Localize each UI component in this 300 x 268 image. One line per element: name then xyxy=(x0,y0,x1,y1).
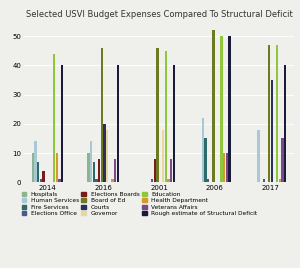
Bar xyxy=(111,179,114,182)
Bar xyxy=(95,179,98,182)
Bar xyxy=(101,48,103,182)
Bar xyxy=(32,153,34,182)
Bar xyxy=(151,179,154,182)
Bar xyxy=(284,65,286,182)
Bar xyxy=(202,118,204,182)
Bar xyxy=(61,65,63,182)
Bar xyxy=(37,162,39,182)
Bar xyxy=(90,141,92,182)
Bar xyxy=(170,159,172,182)
Bar xyxy=(226,153,228,182)
Bar xyxy=(93,162,95,182)
Bar xyxy=(268,45,270,182)
Bar xyxy=(103,124,106,182)
Bar xyxy=(281,138,284,182)
Bar xyxy=(162,130,164,182)
Bar xyxy=(204,138,207,182)
Bar xyxy=(98,159,101,182)
Bar xyxy=(167,179,170,182)
Bar xyxy=(257,130,260,182)
Bar xyxy=(228,36,231,182)
Bar xyxy=(220,36,223,182)
Bar xyxy=(154,159,156,182)
Title: Selected USVI Budget Expenses Compared To Structural Deficit: Selected USVI Budget Expenses Compared T… xyxy=(26,10,292,19)
Bar xyxy=(87,153,90,182)
Bar xyxy=(212,30,214,182)
Bar xyxy=(164,51,167,182)
Bar xyxy=(114,159,116,182)
Bar xyxy=(271,80,273,182)
Bar xyxy=(223,153,225,182)
Bar xyxy=(40,179,42,182)
Bar xyxy=(56,153,58,182)
Bar xyxy=(157,48,159,182)
Bar xyxy=(207,179,209,182)
Bar xyxy=(34,141,37,182)
Bar xyxy=(279,179,281,182)
Legend: Hospitals, Human Services, Fire Services, Elections Office, Elections Boards, Bo: Hospitals, Human Services, Fire Services… xyxy=(22,192,257,216)
Bar xyxy=(53,54,55,182)
Bar xyxy=(58,179,61,182)
Bar xyxy=(263,179,265,182)
Bar xyxy=(276,45,278,182)
Bar xyxy=(106,130,108,182)
Bar xyxy=(117,65,119,182)
Bar xyxy=(172,65,175,182)
Bar xyxy=(42,170,45,182)
